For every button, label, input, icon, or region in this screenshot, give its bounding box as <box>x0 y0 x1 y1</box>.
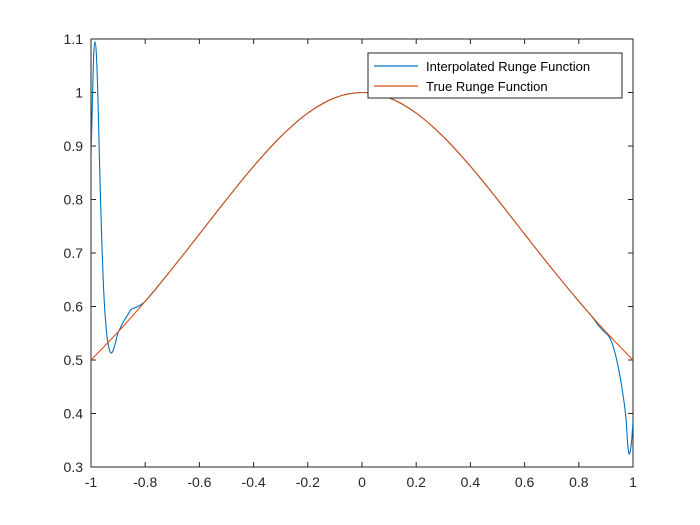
y-tick-label: 0.4 <box>64 406 84 422</box>
x-tick-label: -1 <box>85 474 98 490</box>
axes-box <box>90 38 634 468</box>
x-tick-label: 0 <box>358 474 366 490</box>
plot-area: -1 -0.8 -0.6 -0.4 -0.2 0 0.2 0.4 0.6 0.8 1 0.3 0.4 0.… <box>64 31 638 490</box>
series-line-true <box>91 91 633 361</box>
y-tick-label: 1 <box>75 85 83 101</box>
x-tick-label: -0.2 <box>296 474 320 490</box>
x-tick-label: 0.8 <box>569 474 589 490</box>
y-tick-label: 0.5 <box>64 352 84 368</box>
y-tick-label: 0.3 <box>64 459 84 475</box>
x-tick-label: -0.8 <box>133 474 157 490</box>
x-tick-label: 0.4 <box>461 474 481 490</box>
y-tick-label: 0.6 <box>64 299 84 315</box>
x-tick-label: 0.6 <box>515 474 535 490</box>
y-tick-label: 1.1 <box>64 31 84 47</box>
legend-label: Interpolated Runge Function <box>426 59 590 74</box>
y-tick-label: 0.9 <box>64 138 84 154</box>
x-tick-label: -0.6 <box>187 474 211 490</box>
x-tick-label: 1 <box>629 474 637 490</box>
y-tick-label: 0.7 <box>64 245 84 261</box>
legend-box <box>367 52 623 99</box>
x-tick-label: 0.2 <box>406 474 426 490</box>
x-tick-label: -0.4 <box>242 474 266 490</box>
legend-label: True Runge Function <box>426 79 548 94</box>
y-tick-label: 0.8 <box>64 192 84 208</box>
